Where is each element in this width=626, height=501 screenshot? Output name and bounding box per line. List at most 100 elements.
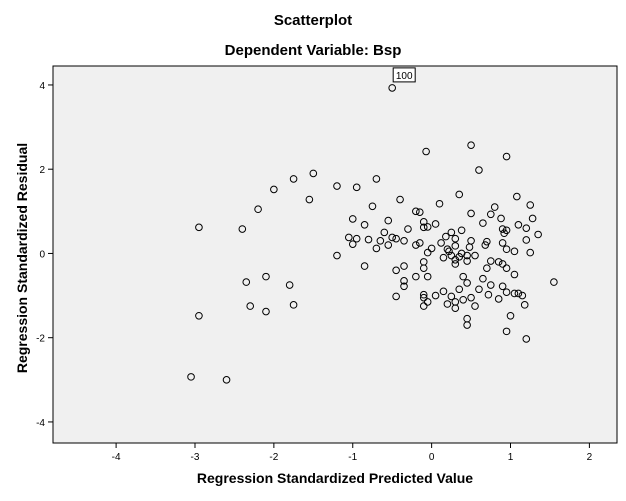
- x-tick-label: -3: [191, 452, 200, 463]
- data-point: [412, 241, 420, 249]
- data-point: [400, 237, 408, 245]
- data-point: [520, 301, 529, 309]
- data-point: [384, 241, 393, 249]
- data-point: [467, 293, 475, 302]
- data-point: [467, 141, 475, 149]
- data-point: [423, 223, 432, 231]
- data-point: [423, 248, 432, 257]
- data-point: [494, 295, 503, 303]
- data-point: [419, 223, 428, 232]
- y-tick-label: -2: [36, 334, 45, 345]
- data-point: [442, 232, 450, 241]
- x-tick-label: 0: [429, 452, 435, 463]
- chart-subtitle: Dependent Variable: Bsp: [224, 42, 402, 59]
- data-point: [514, 289, 523, 298]
- data-point: [419, 218, 428, 226]
- data-point: [396, 195, 404, 204]
- chart-title: Scatterplot: [273, 12, 353, 29]
- data-point: [400, 262, 408, 270]
- data-point: [348, 240, 357, 248]
- data-point: [422, 147, 430, 156]
- data-point: [309, 169, 318, 178]
- data-point: [467, 209, 475, 218]
- data-point: [427, 244, 436, 253]
- x-axis-label: Regression Standardized Predicted Value: [196, 470, 474, 486]
- data-point: [459, 295, 467, 304]
- data-point: [372, 175, 381, 183]
- data-point: [471, 251, 479, 260]
- data-point: [400, 277, 408, 285]
- data-point: [506, 311, 515, 320]
- data-point: [510, 289, 519, 298]
- data-point: [502, 152, 511, 161]
- data-point: [305, 195, 314, 204]
- data-point: [455, 285, 464, 294]
- data-point: [526, 248, 535, 257]
- data-point: [522, 335, 531, 343]
- data-point: [388, 233, 396, 242]
- data-point: [423, 272, 432, 281]
- data-point: [262, 307, 270, 316]
- data-point: [388, 84, 396, 92]
- data-point: [514, 221, 523, 229]
- y-tick-label: 2: [39, 165, 45, 176]
- data-point: [392, 266, 400, 275]
- data-point: [463, 279, 471, 287]
- data-point: [400, 282, 408, 291]
- data-point: [435, 199, 444, 208]
- data-point: [270, 185, 278, 194]
- data-point: [490, 203, 499, 211]
- data-point: [423, 298, 432, 306]
- data-point: [502, 264, 511, 272]
- data-point: [443, 245, 452, 254]
- data-point: [451, 304, 460, 313]
- data-point: [242, 278, 251, 286]
- data-point: [431, 291, 440, 300]
- x-tick-label: 1: [508, 452, 514, 463]
- data-point: [419, 290, 428, 299]
- data-point: [412, 272, 420, 281]
- data-point: [479, 274, 487, 283]
- data-point: [510, 247, 519, 256]
- data-point: [419, 264, 428, 272]
- data-point: [522, 224, 531, 232]
- data-point: [475, 285, 483, 294]
- data-point: [550, 278, 558, 286]
- data-point: [246, 302, 255, 310]
- data-point: [451, 255, 460, 264]
- data-point: [419, 293, 428, 302]
- y-tick-label: 4: [39, 81, 45, 92]
- data-point: [392, 292, 400, 301]
- data-point: [352, 183, 361, 192]
- data-point: [502, 327, 511, 336]
- data-point: [384, 216, 393, 225]
- data-point: [380, 228, 389, 237]
- data-point: [500, 229, 509, 238]
- data-point: [486, 257, 495, 265]
- point-label: 100: [396, 71, 413, 82]
- data-point: [187, 373, 195, 381]
- data-point: [412, 207, 420, 216]
- data-point: [289, 175, 298, 183]
- data-point: [486, 210, 495, 219]
- data-point: [447, 251, 456, 260]
- data-point: [222, 376, 231, 384]
- data-point: [376, 237, 385, 245]
- data-point: [471, 302, 479, 310]
- data-point: [513, 192, 521, 201]
- x-tick-label: -4: [112, 452, 121, 463]
- data-point: [262, 272, 270, 281]
- x-tick-label: -2: [269, 452, 278, 463]
- data-point: [195, 311, 203, 320]
- y-tick-label: 0: [39, 249, 45, 260]
- data-point: [333, 251, 341, 260]
- data-point: [392, 234, 400, 243]
- data-point: [479, 219, 487, 227]
- data-point: [455, 190, 464, 199]
- data-point: [522, 236, 531, 244]
- data-point: [445, 247, 453, 256]
- data-point: [475, 166, 483, 174]
- data-point: [238, 225, 247, 233]
- plot-area: [52, 65, 618, 444]
- data-point: [415, 239, 424, 247]
